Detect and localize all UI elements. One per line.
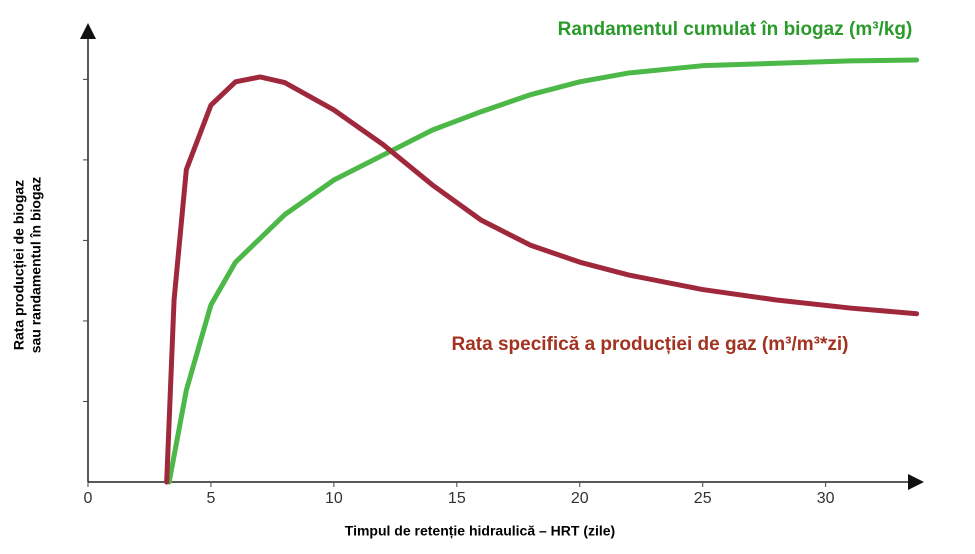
x-tick-label: 20 — [571, 490, 589, 507]
y-axis-label: sau randamentul în biogaz — [28, 177, 44, 354]
x-axis-label: Timpul de retenție hidraulică – HRT (zil… — [345, 523, 615, 539]
line — [164, 74, 920, 485]
x-tick-label: 15 — [448, 490, 466, 507]
x-tick-label: 30 — [817, 490, 835, 507]
x-tick-label: 0 — [84, 490, 93, 507]
x-axis-arrow — [908, 474, 924, 490]
x-tick-label: 5 — [206, 490, 215, 507]
x-tick-label: 25 — [694, 490, 712, 507]
y-axis-label: Rata producției de biogaz — [11, 180, 27, 350]
series-label: Randamentul cumulat în biogaz (m³/kg) — [558, 19, 913, 40]
x-tick-label: 10 — [325, 490, 343, 507]
series-label: Rata specifică a producției de gaz (m³/m… — [452, 334, 849, 355]
y-axis-arrow — [80, 23, 96, 39]
line — [166, 57, 920, 485]
